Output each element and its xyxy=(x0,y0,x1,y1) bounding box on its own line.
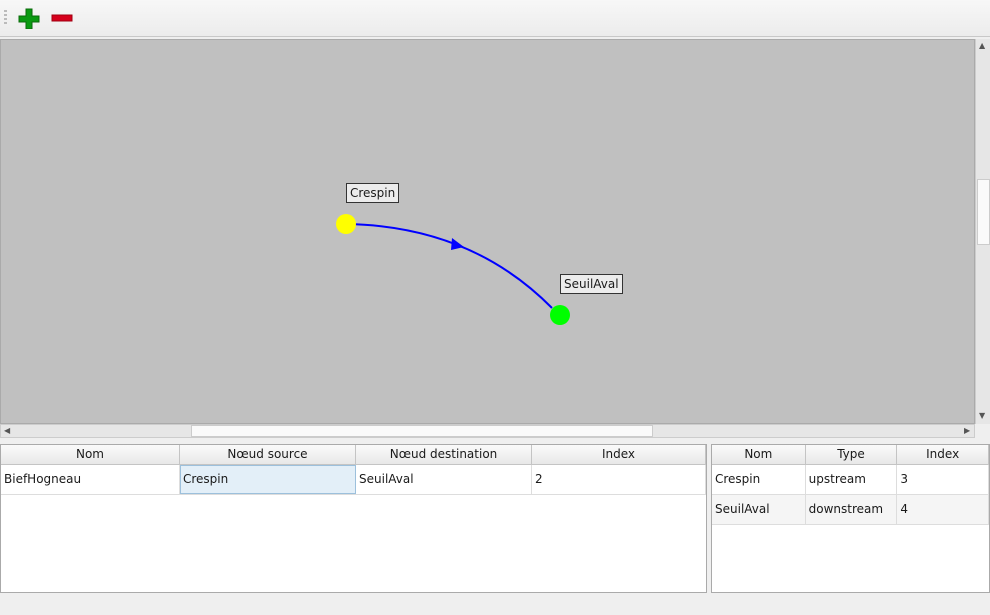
scroll-up-icon[interactable]: ▲ xyxy=(979,41,986,50)
table-cell[interactable]: SeuilAval xyxy=(712,495,806,524)
table-cell[interactable]: Crespin xyxy=(180,465,356,494)
table-cell[interactable]: 2 xyxy=(532,465,706,494)
table-cell[interactable]: 3 xyxy=(897,465,989,494)
remove-button[interactable] xyxy=(50,7,74,29)
scroll-thumb[interactable] xyxy=(977,179,990,245)
column-header[interactable]: Nœud source xyxy=(180,445,356,464)
node-label: Crespin xyxy=(346,183,400,203)
node-table[interactable]: Nom Type Index Crespin upstream 3 SeuilA… xyxy=(711,444,990,593)
scroll-left-icon[interactable]: ◀ xyxy=(4,426,11,435)
table-cell[interactable]: downstream xyxy=(806,495,898,524)
table-row[interactable]: SeuilAval downstream 4 xyxy=(712,495,989,525)
node-label: SeuilAval xyxy=(560,274,623,294)
table-cell[interactable]: BiefHogneau xyxy=(1,465,180,494)
node-seuilaval[interactable] xyxy=(550,305,570,325)
column-header[interactable]: Nom xyxy=(712,445,806,464)
toolbar xyxy=(0,0,990,37)
table-cell[interactable]: 4 xyxy=(897,495,989,524)
node-crespin[interactable] xyxy=(336,214,356,234)
scroll-thumb[interactable] xyxy=(191,425,653,437)
plus-icon xyxy=(18,8,40,30)
reach-edge[interactable] xyxy=(345,223,553,309)
column-header[interactable]: Index xyxy=(532,445,706,464)
column-header[interactable]: Type xyxy=(806,445,898,464)
horizontal-scrollbar[interactable]: ◀ ▶ xyxy=(0,424,975,438)
network-canvas[interactable]: Crespin SeuilAval xyxy=(0,39,975,424)
column-header[interactable]: Index xyxy=(897,445,989,464)
add-button[interactable] xyxy=(17,7,41,30)
minus-icon xyxy=(51,14,73,22)
edge-arrow-icon xyxy=(451,238,464,250)
reach-table[interactable]: Nom Nœud source Nœud destination Index B… xyxy=(0,444,707,593)
table-cell[interactable]: SeuilAval xyxy=(356,465,532,494)
column-header[interactable]: Nœud destination xyxy=(356,445,532,464)
column-header[interactable]: Nom xyxy=(1,445,180,464)
vertical-scrollbar[interactable]: ▲ ▼ xyxy=(975,39,990,424)
scroll-right-icon[interactable]: ▶ xyxy=(964,426,971,435)
table-cell[interactable]: upstream xyxy=(806,465,898,494)
table-cell[interactable]: Crespin xyxy=(712,465,806,494)
scroll-down-icon[interactable]: ▼ xyxy=(979,411,986,420)
table-row[interactable]: Crespin upstream 3 xyxy=(712,465,989,495)
toolbar-grip[interactable] xyxy=(4,10,7,26)
table-row[interactable]: BiefHogneau Crespin SeuilAval 2 xyxy=(1,465,706,495)
